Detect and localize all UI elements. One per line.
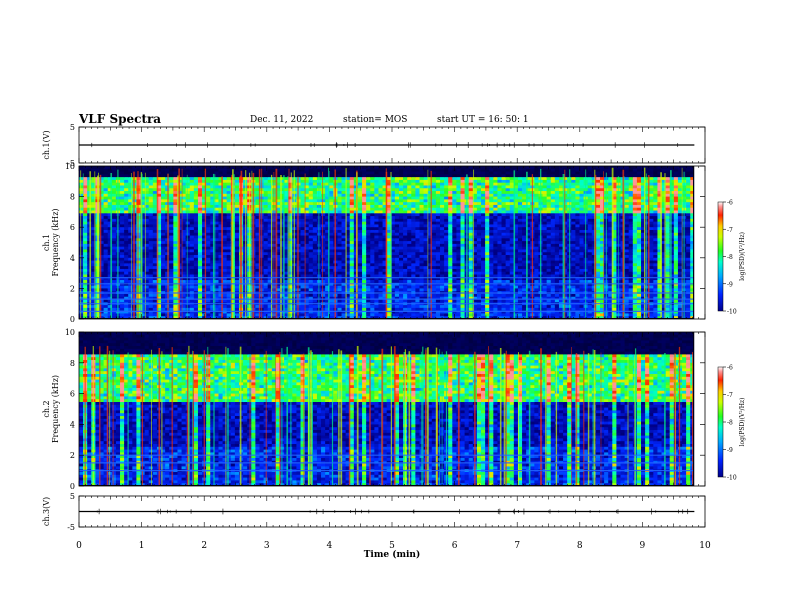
y-axis-label: Frequency (kHz) <box>51 208 60 276</box>
ch3-voltage-panel: ch.3(V) 5 -5 <box>42 492 706 532</box>
x-tick-label: 4 <box>327 541 333 551</box>
colorbar-label: log(PSD)(V²/Hz) <box>739 232 746 281</box>
x-tick-label: 10 <box>699 541 711 551</box>
y-axis-label: Frequency (kHz) <box>51 375 60 443</box>
spectrogram-cells <box>79 166 693 318</box>
colorbar-tick-label: -6 <box>727 200 733 207</box>
x-axis-label: Time (min) <box>364 549 421 560</box>
x-tick-label: 9 <box>640 541 646 551</box>
x-tick-label: 8 <box>577 541 583 551</box>
y-tick-label: 4 <box>70 254 75 263</box>
y-axis-label: ch.1 <box>42 234 51 251</box>
x-tick-label: 3 <box>264 541 270 551</box>
colorbar-tick-label: -9 <box>727 447 733 454</box>
y-tick-label: -5 <box>67 159 75 168</box>
y-tick-label: -5 <box>67 523 75 532</box>
colorbar-tick-label: -9 <box>727 281 733 288</box>
colorbar-tick-label: -8 <box>727 420 733 427</box>
y-tick-label: 6 <box>70 223 75 232</box>
colorbar-tick-label: -8 <box>727 254 733 261</box>
y-tick-label: 6 <box>70 390 75 399</box>
y-axis-label: ch.1(V) <box>42 130 51 159</box>
colorbar-tick-label: -7 <box>727 227 733 234</box>
y-tick-label: 10 <box>65 328 75 337</box>
colorbar-label: log(PSD)(V²/Hz) <box>739 398 746 447</box>
y-tick-label: 2 <box>70 451 75 460</box>
ch2-spectrogram-panel: -6 -7 -8 -9 -10 log(PSD)(V²/Hz) ch.2 Frequency … <box>42 328 746 491</box>
y-tick-label: 0 <box>70 315 75 324</box>
y-tick-label: 5 <box>70 492 75 501</box>
y-axis-label: ch.3(V) <box>42 497 51 526</box>
y-tick-label: 8 <box>70 359 75 368</box>
x-tick-label: 6 <box>452 541 458 551</box>
y-tick-label: 4 <box>70 420 75 429</box>
x-tick-label: 1 <box>139 541 145 551</box>
y-tick-label: 0 <box>70 482 75 491</box>
colorbar <box>717 366 724 478</box>
y-tick-label: 2 <box>70 284 75 293</box>
x-tick-label: 7 <box>514 541 520 551</box>
y-tick-label: 10 <box>65 162 75 171</box>
colorbar-tick-label: -6 <box>727 365 733 372</box>
figure-title: VLF Spectra <box>79 112 162 126</box>
x-tick-label: 5 <box>389 541 395 551</box>
y-tick-label: 8 <box>70 193 75 202</box>
colorbar-tick-label: -7 <box>727 392 733 399</box>
ch1-voltage-panel: ch.1(V) 5 -5 <box>42 123 706 168</box>
start-time-label: start UT = 16: 50: 1 <box>437 115 529 125</box>
station-label: station= MOS <box>343 115 408 125</box>
x-tick-label: 0 <box>76 541 82 551</box>
y-axis-label: ch.2 <box>42 400 51 417</box>
colorbar-tick-label: -10 <box>727 475 737 482</box>
x-tick-label: 2 <box>201 541 207 551</box>
y-tick-label: 5 <box>70 123 75 132</box>
colorbar <box>717 201 724 312</box>
colorbar-tick-label: -10 <box>727 309 737 316</box>
spectrogram-cells <box>79 332 693 485</box>
ch1-spectrogram-panel: -6 -7 -8 -9 -10 log(PSD)(V²/Hz) ch.1 Frequency … <box>42 162 746 324</box>
date-label: Dec. 11, 2022 <box>250 115 314 125</box>
